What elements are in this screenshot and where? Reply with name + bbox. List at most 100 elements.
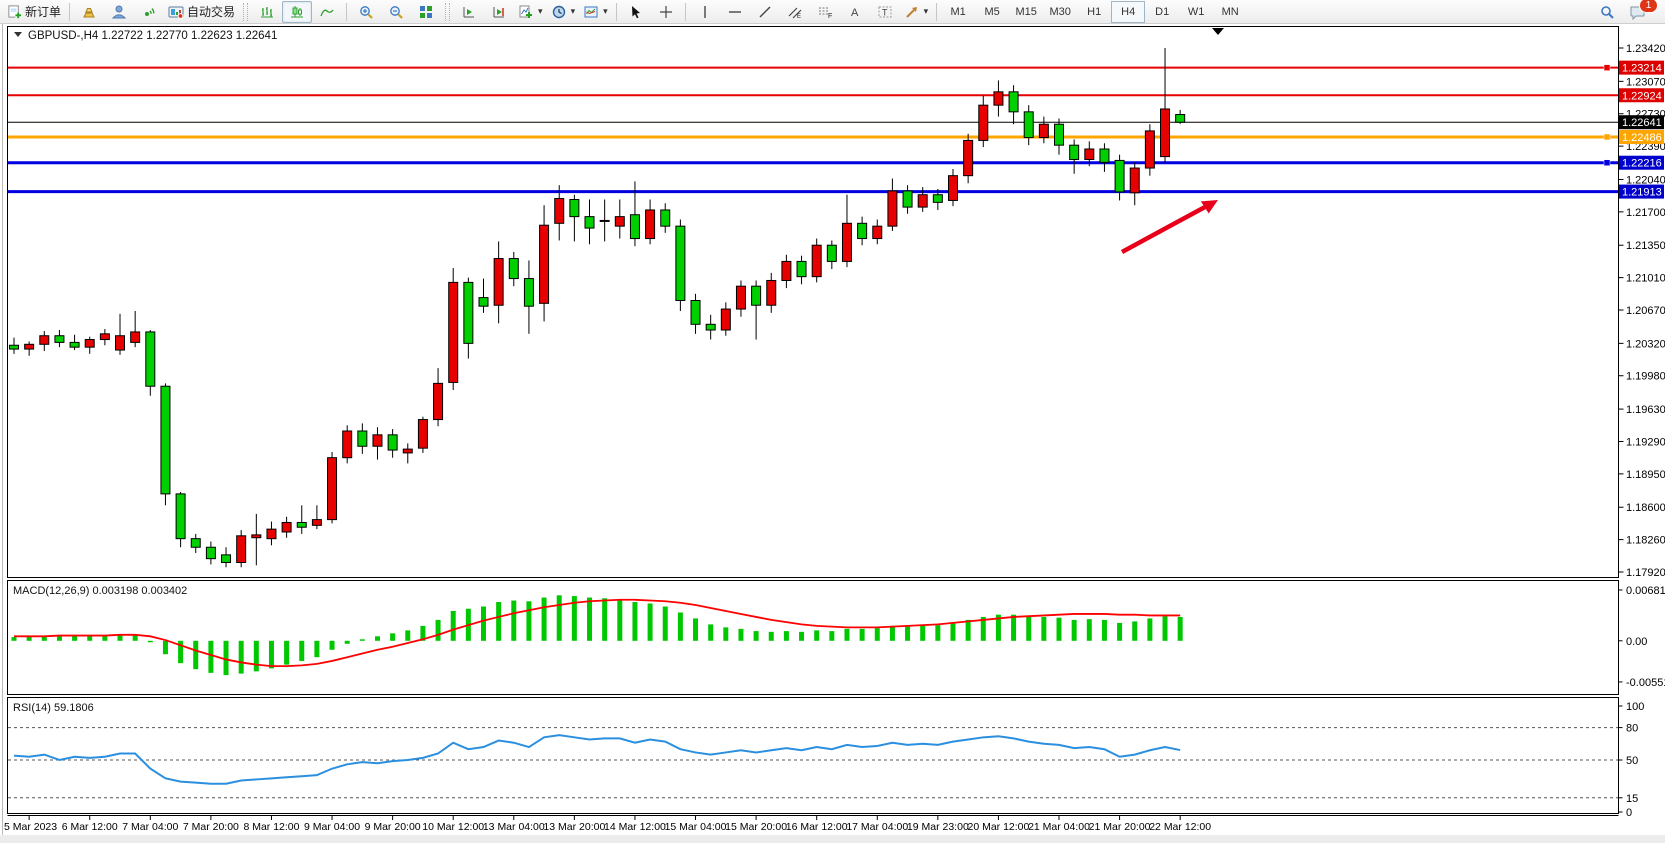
market-watch-button[interactable] xyxy=(74,1,104,23)
candle xyxy=(1084,141,1095,167)
macd-histogram-bar xyxy=(390,633,396,641)
trendline-tool-button[interactable] xyxy=(750,1,780,23)
macd-histogram-bar xyxy=(935,625,941,641)
svg-text:A: A xyxy=(851,7,859,19)
candle xyxy=(660,203,671,233)
macd-histogram-bar xyxy=(602,598,608,641)
timeframe-m30[interactable]: M30 xyxy=(1049,5,1071,18)
macd-histogram-bar xyxy=(344,640,350,644)
candle xyxy=(781,254,792,289)
price-line-value-box xyxy=(1619,155,1664,170)
zoom-out-icon xyxy=(390,5,403,19)
vertical-line-tool-button[interactable] xyxy=(690,1,720,23)
time-axis-label: 22 Mar 12:00 xyxy=(1149,821,1211,833)
indicators-button[interactable]: ▾ xyxy=(514,1,547,23)
toolbar-grip[interactable] xyxy=(445,2,451,21)
time-axis-label: 7 Mar 20:00 xyxy=(183,821,239,833)
macd-histogram-bar xyxy=(783,631,789,641)
price-axis-label: 1.22040 xyxy=(1626,174,1665,186)
search-button[interactable] xyxy=(1592,1,1622,23)
candle xyxy=(266,521,277,546)
candle xyxy=(357,423,368,454)
price-line-value: 1.23214 xyxy=(1622,63,1662,75)
macd-axis-label: 0.00 xyxy=(1626,636,1647,648)
timeframe-w1[interactable]: W1 xyxy=(1187,5,1205,18)
price-axis-label: 1.17920 xyxy=(1626,567,1665,579)
tile-windows-button[interactable] xyxy=(411,1,441,23)
horizontal-line-icon xyxy=(728,10,741,13)
bar-chart-icon xyxy=(261,6,274,17)
auto-trading-button[interactable]: 自动交易 xyxy=(164,1,239,23)
price-line-handle[interactable] xyxy=(1603,159,1611,166)
candle xyxy=(281,516,292,538)
text-tool-button[interactable]: A xyxy=(840,1,870,23)
chart-shift-button[interactable] xyxy=(484,1,514,23)
signals-button[interactable] xyxy=(134,1,164,23)
timeframe-mn[interactable]: MN xyxy=(1221,5,1239,18)
rsi-axis-label: 0 xyxy=(1626,807,1632,819)
timeframe-m1[interactable]: M1 xyxy=(950,5,966,18)
macd-histogram-bar xyxy=(208,640,214,673)
candle xyxy=(569,194,580,242)
macd-histogram-bar xyxy=(480,606,486,641)
line-chart-icon xyxy=(320,9,334,16)
new-order-button[interactable]: 新订单 xyxy=(3,1,65,23)
macd-histogram-bar xyxy=(632,602,638,641)
bar-chart-button[interactable] xyxy=(252,1,282,23)
time-axis-label: 14 Mar 12:00 xyxy=(604,821,666,833)
candlestick-chart-icon xyxy=(291,5,304,17)
time-axis-label: 19 Mar 23:00 xyxy=(907,821,969,833)
periods-button[interactable]: ▾ xyxy=(547,1,580,23)
candle xyxy=(675,219,686,311)
new-order-icon xyxy=(8,5,22,19)
macd-panel[interactable] xyxy=(7,580,1619,695)
horizontal-line-tool-button[interactable] xyxy=(720,1,750,23)
templates-button[interactable]: ▾ xyxy=(579,1,612,23)
zoom-in-button[interactable] xyxy=(351,1,381,23)
auto-scroll-button[interactable] xyxy=(454,1,484,23)
timeframe-m15[interactable]: M15 xyxy=(1015,5,1037,18)
channel-tool-button[interactable]: E xyxy=(780,1,810,23)
zoom-out-button[interactable] xyxy=(381,1,411,23)
annotation-arrow[interactable] xyxy=(1120,200,1218,254)
price-line-value: 1.22924 xyxy=(1622,90,1662,102)
timeframe-m5[interactable]: M5 xyxy=(984,5,1000,18)
rsi-panel[interactable] xyxy=(7,697,1619,814)
timeframe-h1[interactable]: H1 xyxy=(1087,5,1102,18)
candle xyxy=(448,268,459,391)
notifications-button[interactable]: 1 xyxy=(1622,0,1658,23)
candle xyxy=(584,199,595,245)
candle xyxy=(84,336,95,354)
chart-menu-arrow-icon[interactable] xyxy=(14,32,22,37)
price-line-handle[interactable] xyxy=(1603,64,1611,71)
price-line-handle[interactable] xyxy=(1603,133,1611,141)
shapes-arrow-icon xyxy=(905,6,917,18)
line-chart-button[interactable] xyxy=(312,1,342,23)
crosshair-button[interactable] xyxy=(651,1,681,23)
text-label-tool-button[interactable]: T xyxy=(870,1,900,23)
candle xyxy=(1175,109,1186,124)
cursor-button[interactable] xyxy=(621,1,651,23)
timeframe-d1[interactable]: D1 xyxy=(1155,5,1170,18)
candle xyxy=(402,443,413,464)
macd-histogram-bar xyxy=(829,631,835,641)
chart-shift-marker-icon[interactable] xyxy=(1212,28,1224,35)
time-axis-label: 13 Mar 20:00 xyxy=(543,821,605,833)
candlestick-chart-button[interactable] xyxy=(282,0,313,23)
candle xyxy=(160,383,171,506)
toolbar-grip[interactable] xyxy=(243,2,249,21)
accounts-button[interactable] xyxy=(104,1,134,23)
macd-histogram-bar xyxy=(41,635,47,641)
arrows-tool-button[interactable]: ▾ xyxy=(900,1,933,23)
macd-histogram-bar xyxy=(56,635,62,641)
price-axis-label: 1.23070 xyxy=(1626,76,1665,88)
macd-histogram-bar xyxy=(1011,614,1017,641)
main-chart-panel[interactable] xyxy=(7,26,1619,578)
price-axis-label: 1.18260 xyxy=(1626,535,1665,547)
time-axis-label: 5 Mar 2023 xyxy=(4,821,57,833)
timeframe-h4[interactable]: H4 xyxy=(1111,0,1146,23)
macd-histogram-bar xyxy=(11,637,17,641)
time-axis-label: 21 Mar 04:00 xyxy=(1028,821,1090,833)
svg-text:F: F xyxy=(828,13,832,20)
fibonacci-tool-button[interactable]: F xyxy=(810,1,840,23)
